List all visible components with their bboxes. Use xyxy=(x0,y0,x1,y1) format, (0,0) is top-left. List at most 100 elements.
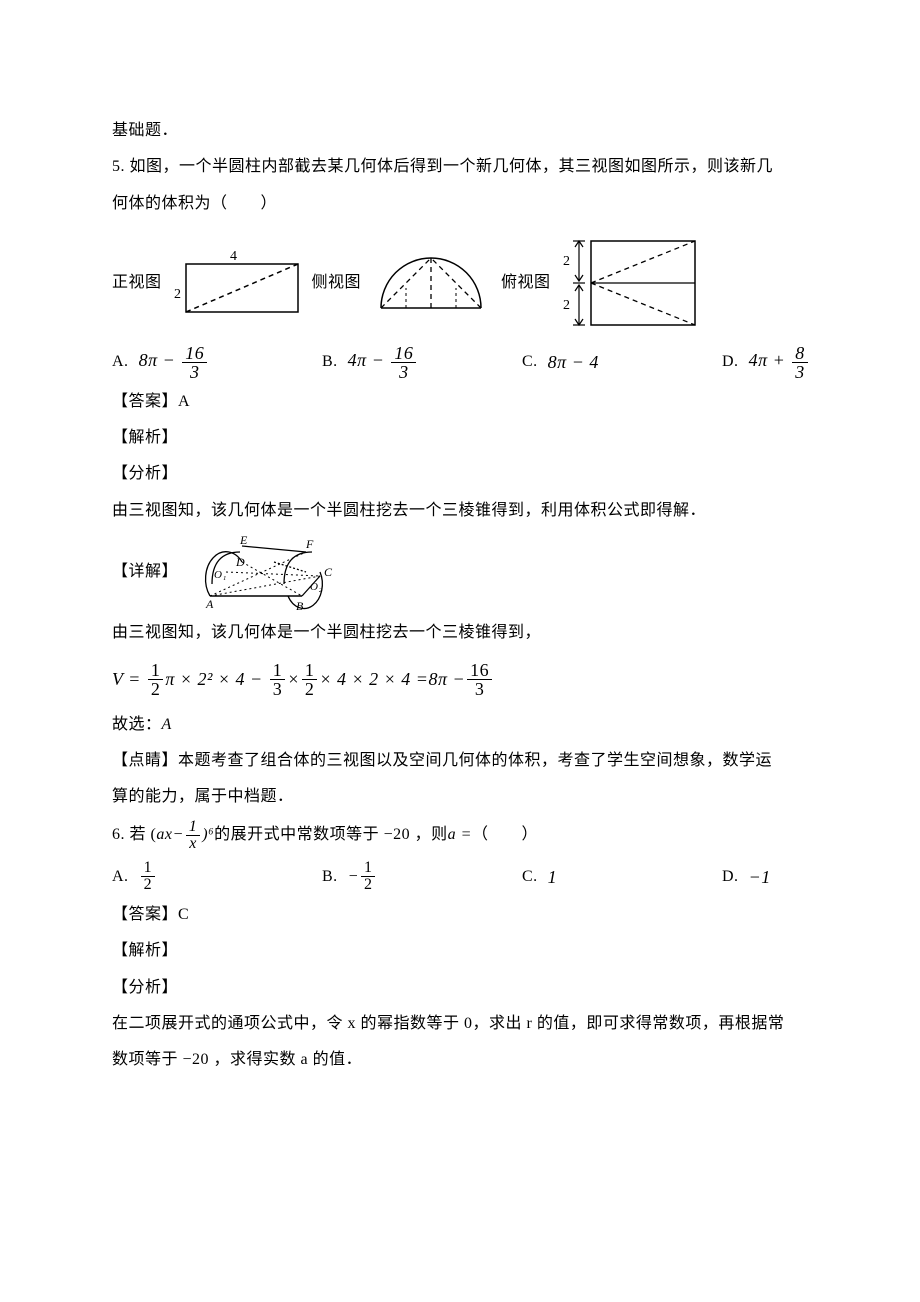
lbl-B: B xyxy=(296,599,304,612)
q6-answer-val: C xyxy=(178,906,189,923)
q6-b-prefix: − xyxy=(348,862,359,892)
q6-opt-label-d: D. xyxy=(722,862,739,892)
opt-label-d: D. xyxy=(722,347,739,377)
lbl-O1: O₁ xyxy=(214,569,227,581)
opt-label-c: C. xyxy=(522,347,538,377)
q5-volume-eq: V = 12 π × 2² × 4 − 13 × 12 × 4 × 2 × 4 … xyxy=(112,661,820,698)
opt-label-a: A. xyxy=(112,347,129,377)
eq-p3-num: 1 xyxy=(302,661,318,680)
q6-option-d: D. −1 xyxy=(722,860,771,894)
q5-detail-row: 【详解】 A B C D E F O₁ O₂ xyxy=(112,532,820,612)
therefore-label: 故选： xyxy=(112,716,162,733)
lbl-D: D xyxy=(235,555,245,569)
q6-answer-label: 【答案】 xyxy=(112,906,178,923)
q5-b-den: 3 xyxy=(391,363,416,381)
q5-answer-val: A xyxy=(178,393,190,410)
q6-opt-label-c: C. xyxy=(522,862,538,892)
q6-a-num: 1 xyxy=(141,860,156,877)
eq-lhs: V = xyxy=(112,662,141,696)
q6-b-den: 2 xyxy=(361,877,376,893)
q5-detail-text: 由三视图知，该几何体是一个半圆柱挖去一个三棱锥得到， xyxy=(112,618,820,648)
q5-a-num: 16 xyxy=(182,344,207,363)
q6-analysis-2: 数项等于 −20 ，求得实数 a 的值． xyxy=(112,1045,820,1075)
top-view-svg: 2 2 xyxy=(561,233,701,333)
answer-label: 【答案】 xyxy=(112,393,178,410)
q6-stem: 6. 若 ( ax − 1x )⁶ 的展开式中常数项等于 −20 ，则 a = … xyxy=(112,819,820,852)
eq-p2-tail: × xyxy=(287,662,300,696)
q5-analysis: 由三视图知，该几何体是一个半圆柱挖去一个三棱锥得到，利用体积公式即得解． xyxy=(112,496,820,526)
eq-p1-den: 2 xyxy=(148,680,164,698)
eq-p3-den: 2 xyxy=(302,680,318,698)
q5-option-d: D. 4π + 83 xyxy=(722,343,810,380)
q6-frac-num: 1 xyxy=(186,819,201,836)
q5-d-den: 3 xyxy=(792,363,808,381)
q6-option-b: B. − 12 xyxy=(322,860,522,894)
q6-post1: 的展开式中常数项等于 −20 ，则 xyxy=(214,820,448,850)
q5-c-text: 8π − 4 xyxy=(548,345,599,379)
dianjing-text1: 本题考查了组合体的三视图以及空间几何体的体积，考查了学生空间想象，数学运 xyxy=(178,752,772,769)
q6-option-c: C. 1 xyxy=(522,860,722,894)
q5-stem-line1: 5. 如图，一个半圆柱内部截去某几何体后得到一个新几何体，其三视图如图所示，则该… xyxy=(112,152,820,182)
top-view-label: 俯视图 xyxy=(501,268,551,298)
q5-d-whole: 4π + xyxy=(749,350,791,370)
q6-power: )⁶ xyxy=(202,820,214,850)
q6-ax: ax xyxy=(156,820,172,850)
q5-a-whole: 8π − xyxy=(139,350,181,370)
eq-p2-num: 1 xyxy=(270,661,286,680)
q5-views-row: 正视图 4 2 侧视图 俯视图 2 2 xyxy=(112,233,820,333)
q5-option-b: B. 4π − 163 xyxy=(322,343,522,380)
q6-fenxi: 【分析】 xyxy=(112,973,820,1003)
eq-p1-num: 1 xyxy=(148,661,164,680)
q5-a-den: 3 xyxy=(182,363,207,381)
q5-stem-line2: 何体的体积为（ ） xyxy=(112,189,820,219)
dianjing-label: 【点睛】 xyxy=(112,752,178,769)
q5-b-whole: 4π − xyxy=(348,350,390,370)
q5-d-num: 8 xyxy=(792,344,808,363)
eq-p2-den: 3 xyxy=(270,680,286,698)
q6-pre: 6. 若 ( xyxy=(112,820,156,850)
front-width-label: 4 xyxy=(230,249,238,264)
front-view-label: 正视图 xyxy=(112,268,162,298)
q6-b-num: 1 xyxy=(361,860,376,877)
q5-detail-label: 【详解】 xyxy=(112,557,178,587)
therefore-ans: A xyxy=(162,716,172,733)
q6-answer: 【答案】C xyxy=(112,900,820,930)
q5-option-c: C. 8π − 4 xyxy=(522,343,722,380)
q5-therefore: 故选：A xyxy=(112,710,820,740)
q5-fenxi: 【分析】 xyxy=(112,459,820,489)
q6-minus: − xyxy=(172,820,183,850)
eq-rhs-num: 16 xyxy=(467,661,492,680)
lbl-F: F xyxy=(305,537,314,551)
q6-post2: （ ） xyxy=(472,820,538,850)
q6-a-eq: a = xyxy=(448,820,472,850)
eq-p3-tail: × 4 × 2 × 4 = xyxy=(319,662,428,696)
q6-c-text: 1 xyxy=(548,860,558,894)
q6-opt-label-a: A. xyxy=(112,862,129,892)
q5-options: A. 8π − 163 B. 4π − 163 C. 8π − 4 D. 4π … xyxy=(112,343,820,380)
q5-dianjing-2: 算的能力，属于中档题． xyxy=(112,782,820,812)
q5-jiexi: 【解析】 xyxy=(112,423,820,453)
side-view-label: 侧视图 xyxy=(312,268,362,298)
top-seg2-label: 2 xyxy=(563,298,571,313)
eq-rhs-den: 3 xyxy=(467,680,492,698)
q6-frac-den: x xyxy=(186,836,201,852)
lbl-O2: O₂ xyxy=(310,581,323,593)
eq-p1-tail: π × 2² × 4 − xyxy=(165,662,262,696)
lbl-E: E xyxy=(239,533,248,547)
opt-label-b: B. xyxy=(322,347,338,377)
lbl-A: A xyxy=(205,597,214,611)
top-seg1-label: 2 xyxy=(563,254,571,269)
q6-option-a: A. 12 xyxy=(112,860,322,894)
q6-options: A. 12 B. − 12 C. 1 D. −1 xyxy=(112,860,820,894)
q6-jiexi: 【解析】 xyxy=(112,936,820,966)
lbl-C: C xyxy=(324,565,333,579)
q5-dianjing-1: 【点睛】本题考查了组合体的三视图以及空间几何体的体积，考查了学生空间想象，数学运 xyxy=(112,746,820,776)
q5-option-a: A. 8π − 163 xyxy=(112,343,322,380)
side-view-svg xyxy=(371,250,491,316)
intro-line: 基础题． xyxy=(112,116,820,146)
detail-sketch-svg: A B C D E F O₁ O₂ xyxy=(192,532,352,612)
q6-opt-label-b: B. xyxy=(322,862,338,892)
q5-b-num: 16 xyxy=(391,344,416,363)
q6-a-den: 2 xyxy=(141,877,156,893)
q5-answer: 【答案】A xyxy=(112,387,820,417)
